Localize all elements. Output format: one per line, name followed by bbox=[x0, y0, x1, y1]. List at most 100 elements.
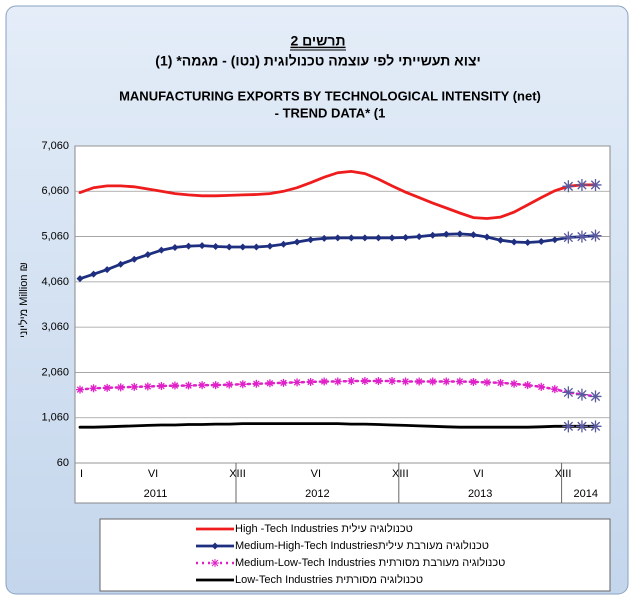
diamond-marker bbox=[171, 243, 179, 251]
legend-marker bbox=[211, 542, 219, 550]
star-marker bbox=[360, 377, 369, 386]
diamond-marker bbox=[415, 233, 423, 241]
legend-label: Medium-Low-Tech Industries טכנולוגיה מעו… bbox=[235, 556, 505, 569]
diamond-marker bbox=[374, 234, 382, 242]
star-marker bbox=[589, 178, 602, 191]
diamond-marker bbox=[442, 230, 450, 238]
diamond-marker bbox=[239, 243, 247, 251]
star-marker bbox=[198, 381, 207, 390]
star-marker bbox=[401, 377, 410, 386]
diamond-marker bbox=[225, 243, 233, 251]
star-marker bbox=[562, 420, 575, 433]
star-marker bbox=[575, 388, 588, 401]
star-marker bbox=[589, 229, 602, 242]
legend-label: Low-Tech Industries טכנולוגיה מסורתית bbox=[235, 573, 423, 586]
star-marker bbox=[89, 384, 98, 393]
y-tick-label: 7,060 bbox=[41, 140, 69, 152]
y-tick-label: 3,060 bbox=[41, 321, 69, 333]
year-label: 2013 bbox=[468, 488, 492, 500]
y-axis-label: מיליוני Million ₪ bbox=[17, 262, 30, 338]
diamond-marker bbox=[117, 260, 125, 268]
diamond-marker bbox=[252, 243, 260, 251]
star-marker bbox=[76, 385, 84, 394]
x-tick-label: VI bbox=[473, 468, 483, 480]
x-tick-label: VI bbox=[311, 468, 321, 480]
star-marker bbox=[116, 383, 125, 392]
star-marker bbox=[103, 383, 112, 392]
year-label: 2011 bbox=[144, 488, 168, 500]
diamond-marker bbox=[388, 234, 396, 242]
year-label: 2014 bbox=[574, 488, 598, 500]
diamond-marker bbox=[361, 234, 369, 242]
diamond-marker bbox=[469, 231, 477, 239]
diamond-marker bbox=[76, 275, 84, 283]
diamond-marker bbox=[510, 238, 518, 246]
diamond-marker bbox=[90, 270, 98, 278]
diamond-marker bbox=[537, 238, 545, 246]
star-marker bbox=[589, 390, 602, 403]
diamond-marker bbox=[198, 242, 206, 250]
star-marker bbox=[333, 377, 342, 386]
star-marker bbox=[510, 379, 519, 388]
diamond-marker bbox=[266, 242, 274, 250]
star-marker bbox=[279, 378, 288, 387]
x-tick-label: I bbox=[568, 468, 571, 480]
legend bbox=[99, 518, 611, 592]
diamond-marker bbox=[497, 236, 505, 244]
y-tick-label: 60 bbox=[57, 457, 69, 469]
star-marker bbox=[306, 377, 315, 386]
chart-number: תרשים 2 bbox=[290, 33, 345, 49]
star-marker bbox=[225, 380, 234, 389]
x-tick-label: I bbox=[80, 468, 83, 480]
star-marker bbox=[589, 420, 602, 433]
y-tick-label: 4,060 bbox=[41, 276, 69, 288]
star-marker bbox=[157, 382, 166, 391]
star-marker bbox=[496, 378, 505, 387]
y-tick-label: 2,060 bbox=[41, 366, 69, 378]
hebrew-title: יצוא תעשייתי לפי עוצמה טכנולוגית (נטו) -… bbox=[155, 53, 480, 69]
diamond-marker bbox=[279, 240, 287, 248]
star-marker bbox=[170, 381, 179, 390]
star-marker bbox=[347, 377, 356, 386]
star-marker bbox=[252, 379, 261, 388]
plot-area bbox=[74, 145, 611, 464]
diamond-marker bbox=[307, 236, 315, 244]
year-label: 2012 bbox=[305, 488, 329, 500]
star-marker bbox=[374, 377, 383, 386]
star-marker bbox=[562, 180, 575, 193]
diamond-marker bbox=[130, 255, 138, 263]
legend-marker bbox=[211, 559, 219, 567]
star-marker bbox=[482, 378, 491, 387]
diamond-marker bbox=[185, 242, 193, 250]
diamond-marker bbox=[483, 233, 491, 241]
star-marker bbox=[238, 380, 247, 389]
star-marker bbox=[562, 386, 575, 399]
diamond-marker bbox=[103, 266, 111, 274]
diamond-marker bbox=[551, 236, 559, 244]
series-line bbox=[78, 422, 597, 429]
star-marker bbox=[575, 230, 588, 243]
diamond-marker bbox=[144, 251, 152, 259]
diamond-marker bbox=[402, 233, 410, 241]
star-marker bbox=[143, 382, 152, 391]
y-tick-label: 5,060 bbox=[41, 230, 69, 242]
star-marker bbox=[428, 377, 437, 386]
diamond-marker bbox=[524, 238, 532, 246]
star-marker bbox=[265, 379, 274, 388]
star-marker bbox=[130, 382, 139, 391]
diamond-marker bbox=[347, 234, 355, 242]
diamond-marker bbox=[320, 234, 328, 242]
star-marker bbox=[415, 377, 424, 386]
star-marker bbox=[442, 377, 451, 386]
star-marker bbox=[550, 385, 559, 394]
x-tick-label: I bbox=[406, 468, 409, 480]
star-marker bbox=[469, 377, 478, 386]
star-marker bbox=[211, 381, 220, 390]
y-tick-label: 1,060 bbox=[41, 412, 69, 424]
diamond-marker bbox=[157, 246, 165, 254]
star-marker bbox=[562, 231, 575, 244]
chart-title: MANUFACTURING EXPORTS BY TECHNOLOGICAL I… bbox=[119, 88, 541, 103]
star-marker bbox=[293, 378, 302, 387]
diamond-marker bbox=[429, 231, 437, 239]
